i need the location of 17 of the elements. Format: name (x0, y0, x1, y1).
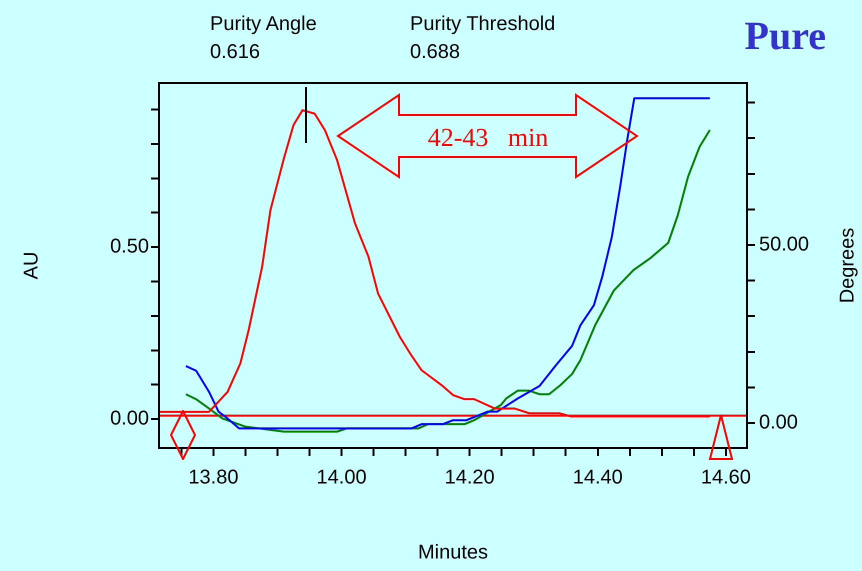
y-tick-label: 0.50 (110, 236, 149, 258)
text: Purity Angle (210, 12, 317, 36)
x-axis-title: Minutes (418, 542, 488, 564)
y-axis-title: AU (20, 252, 43, 280)
y2-axis-title: Degrees (836, 228, 859, 304)
x-tick-label: 14.00 (316, 466, 367, 489)
x-tick-label: 14.40 (572, 466, 623, 489)
text: 0.616 (210, 40, 260, 64)
y2-tick-label: 50.00 (759, 234, 810, 256)
x-tick-label: 13.80 (188, 466, 238, 489)
chart-title: Pure (744, 12, 826, 59)
x-tick-label: 14.20 (444, 466, 495, 489)
text: 0.688 (410, 40, 460, 64)
y2-tick-label: 0.00 (759, 412, 798, 434)
annotation: 42-43 min (426, 123, 550, 152)
x-tick-label: 14.60 (700, 466, 751, 489)
text: Purity Threshold (410, 12, 556, 36)
